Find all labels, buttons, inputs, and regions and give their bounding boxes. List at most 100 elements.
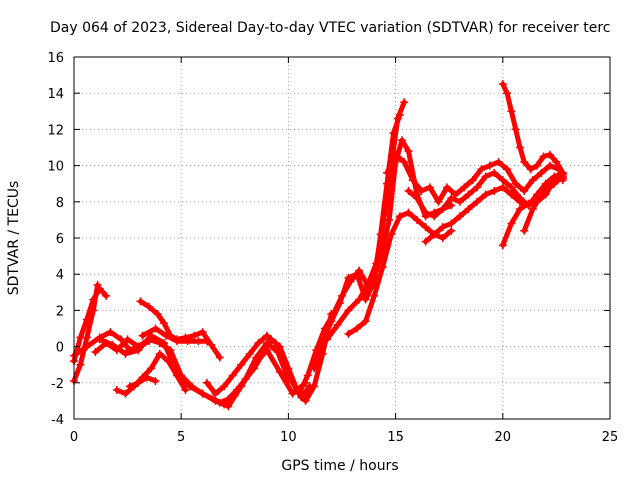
data-point — [194, 337, 203, 346]
data-point — [211, 389, 220, 398]
data-point — [82, 333, 91, 342]
data-point — [558, 174, 567, 183]
y-tick-label: 4 — [56, 268, 64, 283]
data-point — [275, 342, 284, 351]
y-tick-label: 0 — [56, 341, 64, 356]
data-point — [383, 168, 392, 177]
series-line — [71, 282, 101, 384]
data-point — [421, 208, 430, 217]
data-point — [172, 371, 181, 380]
data-point — [468, 176, 477, 185]
data-point — [443, 183, 452, 192]
data-point — [310, 364, 319, 373]
data-point — [385, 215, 394, 224]
data-point — [524, 199, 533, 208]
data-point — [160, 338, 169, 347]
data-point — [485, 161, 494, 170]
data-point — [160, 319, 169, 328]
data-point — [93, 281, 102, 290]
data-point — [89, 306, 98, 315]
data-point — [344, 306, 353, 315]
data-point — [507, 219, 516, 228]
data-point — [498, 80, 507, 89]
data-point — [241, 375, 250, 384]
data-point — [438, 223, 447, 232]
series-line — [217, 311, 334, 406]
data-point — [228, 371, 237, 380]
data-point — [389, 129, 398, 138]
data-point — [145, 302, 154, 311]
data-point — [455, 197, 464, 206]
data-point — [181, 386, 190, 395]
data-point — [333, 320, 342, 329]
data-point — [413, 194, 422, 203]
data-point — [503, 89, 512, 98]
data-point — [136, 297, 145, 306]
data-point — [232, 386, 241, 395]
data-point — [421, 237, 430, 246]
axes: 0 5 10 15 20 25 -4 -2 0 2 4 6 8 10 12 14 16 — [47, 51, 618, 445]
data-point — [147, 364, 156, 373]
data-point — [142, 373, 151, 382]
data-point — [301, 396, 310, 405]
data-point — [155, 349, 164, 358]
data-point — [361, 317, 370, 326]
data-point — [215, 398, 224, 407]
y-tick-label: 10 — [47, 160, 64, 175]
y-tick-label: 12 — [47, 123, 64, 138]
y-tick-label: 14 — [47, 87, 64, 102]
data-point — [451, 190, 460, 199]
data-point — [545, 161, 554, 170]
data-point — [511, 125, 520, 134]
data-point — [198, 389, 207, 398]
y-tick-label: 2 — [56, 304, 64, 319]
y-tick-label: -2 — [51, 377, 64, 392]
data-point — [545, 150, 554, 159]
data-point — [121, 389, 130, 398]
data-point — [250, 364, 259, 373]
data-point — [511, 179, 520, 188]
data-point — [262, 331, 271, 340]
data-point — [138, 331, 147, 340]
chart-title: Day 064 of 2023, Sidereal Day-to-day VTE… — [50, 20, 610, 36]
x-tick-label: 20 — [495, 430, 512, 445]
data-point — [417, 186, 426, 195]
data-point — [533, 161, 542, 170]
data-point — [520, 157, 529, 166]
data-point — [400, 98, 409, 107]
data-point — [370, 291, 379, 300]
data-point — [383, 179, 392, 188]
data-point — [498, 183, 507, 192]
data-point — [430, 230, 439, 239]
data-point — [498, 176, 507, 185]
data-point — [162, 331, 171, 340]
data-point — [108, 340, 117, 349]
x-tick-label: 0 — [70, 430, 78, 445]
data-point — [387, 230, 396, 239]
data-point — [172, 337, 181, 346]
data-point — [82, 342, 91, 351]
data-point — [295, 389, 304, 398]
data-point — [520, 226, 529, 235]
data-point — [190, 331, 199, 340]
series-line — [127, 374, 158, 389]
series-track-2 — [70, 281, 102, 385]
data-point — [554, 170, 563, 179]
data-point — [102, 291, 111, 300]
data-point — [258, 349, 267, 358]
x-axis-label: GPS time / hours — [281, 458, 398, 474]
data-point — [151, 324, 160, 333]
y-tick-label: 6 — [56, 232, 64, 247]
data-point — [183, 337, 192, 346]
data-point — [398, 136, 407, 145]
data-point — [425, 183, 434, 192]
data-point — [481, 172, 490, 181]
data-point — [537, 190, 546, 199]
data-point — [430, 212, 439, 221]
data-point — [545, 179, 554, 188]
series-line — [500, 81, 566, 176]
data-point — [391, 150, 400, 159]
series-line — [71, 286, 109, 364]
data-point — [284, 364, 293, 373]
data-point — [515, 143, 524, 152]
